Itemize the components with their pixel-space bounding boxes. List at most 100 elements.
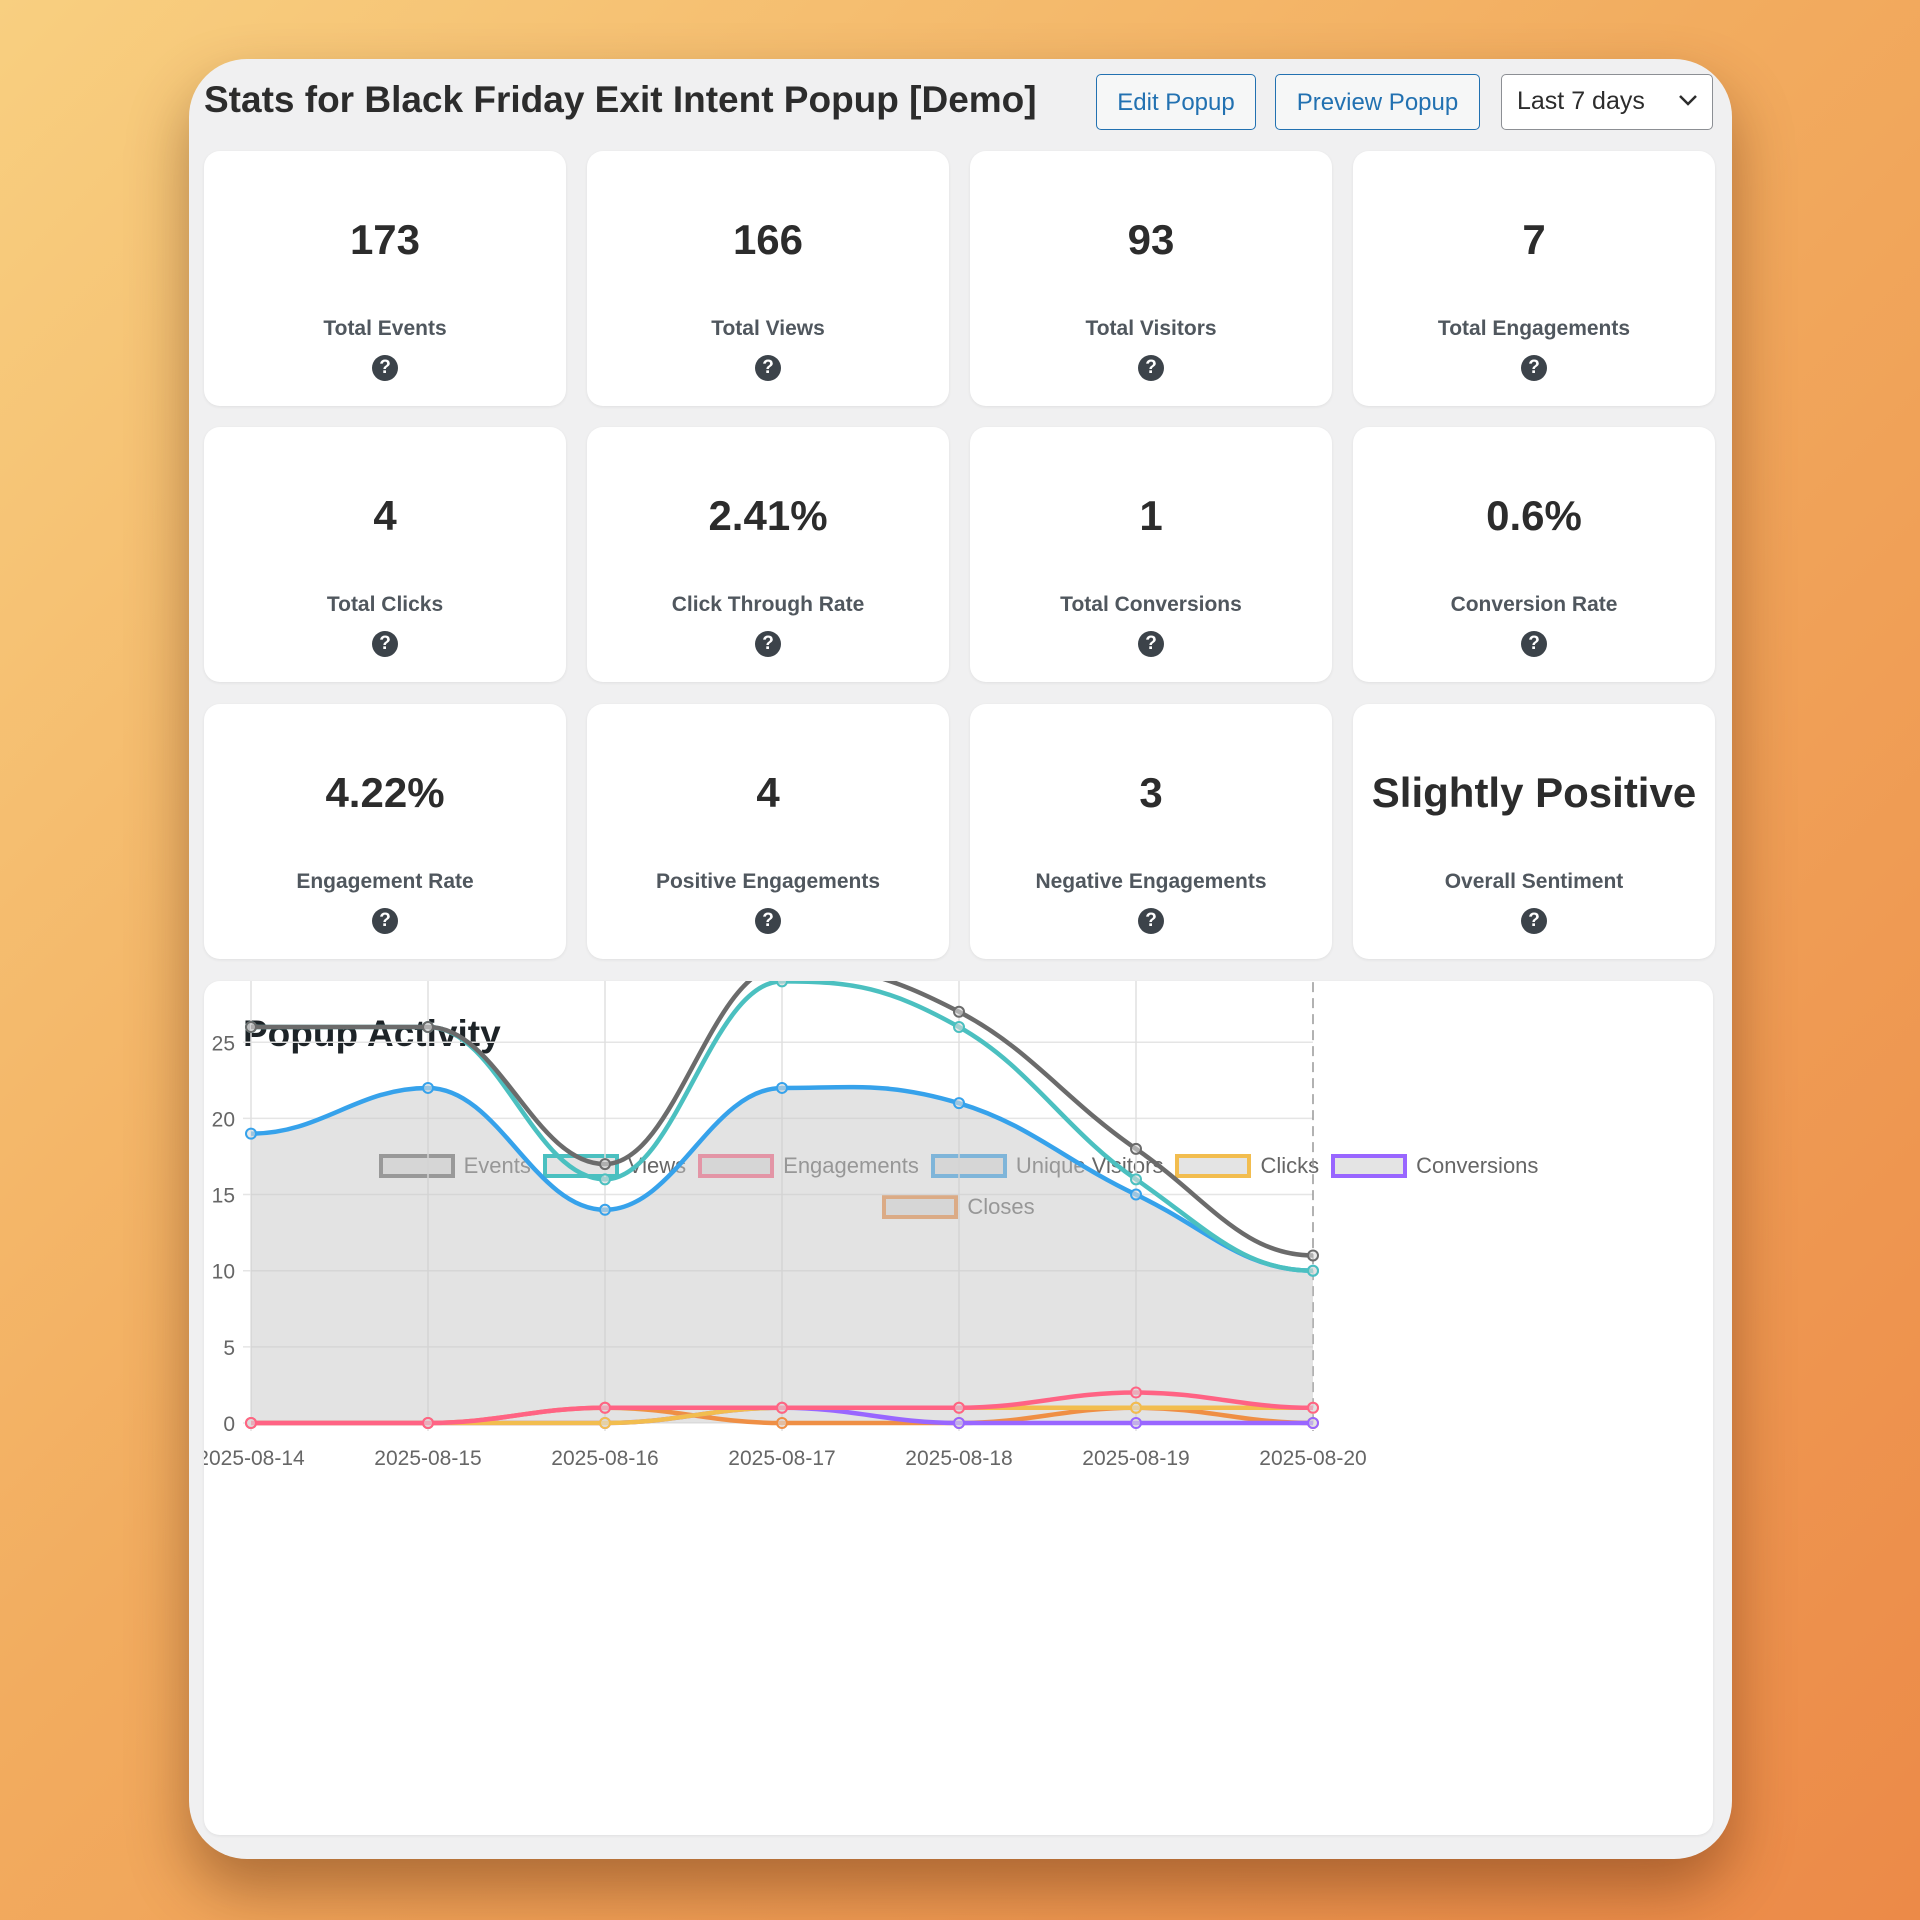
data-point[interactable]	[1130, 1142, 1142, 1155]
data-point[interactable]	[953, 1417, 965, 1429]
stats-window: Stats for Black Friday Exit Intent Popup…	[189, 59, 1732, 1859]
y-tick-label: 25	[212, 1032, 235, 1055]
data-point[interactable]	[422, 1417, 434, 1429]
y-tick-label: 20	[212, 1108, 235, 1131]
date-range-value: Last 7 days	[1517, 87, 1645, 115]
popup-activity-chart-card: Popup Activity EventsViewsEngagementsUni…	[204, 981, 1713, 1835]
stat-label: Negative Engagements	[1035, 870, 1267, 893]
help-question-icon[interactable]: ?	[755, 631, 781, 657]
help-question-icon[interactable]: ?	[1521, 355, 1547, 381]
stat-card-total-clicks: 4 Total Clicks?	[204, 427, 566, 682]
help-question-icon[interactable]: ?	[1138, 631, 1164, 657]
stat-card-click-through-rate: 2.41% Click Through Rate?	[587, 427, 949, 682]
chevron-down-icon	[1679, 95, 1697, 106]
stat-value: Slightly Positive	[1371, 769, 1697, 816]
stat-value: 93	[1127, 216, 1175, 263]
x-tick-label: 2025-08-17	[728, 1447, 835, 1470]
stat-label: Total Conversions	[1060, 593, 1242, 616]
data-point[interactable]	[245, 1417, 257, 1429]
data-point[interactable]	[245, 1021, 257, 1034]
help-question-icon[interactable]: ?	[755, 355, 781, 381]
stat-value: 4.22%	[325, 769, 445, 816]
legend-label: Conversions	[1416, 1153, 1539, 1178]
data-point[interactable]	[953, 1005, 965, 1018]
data-point[interactable]	[776, 981, 788, 988]
help-question-icon[interactable]: ?	[1521, 908, 1547, 934]
legend-item-clicks[interactable]: Clicks	[1175, 1153, 1319, 1179]
x-tick-label: 2025-08-16	[551, 1447, 658, 1470]
stat-label: Overall Sentiment	[1444, 870, 1624, 893]
page-header: Stats for Black Friday Exit Intent Popup…	[189, 59, 1732, 149]
data-point[interactable]	[1130, 1173, 1142, 1186]
preview-popup-button[interactable]: Preview Popup	[1275, 74, 1480, 130]
stat-label: Total Events	[323, 317, 447, 340]
stat-card-engagement-rate: 4.22% Engagement Rate?	[204, 704, 566, 959]
date-range-select[interactable]: Last 7 days	[1501, 74, 1713, 130]
x-tick-label: 2025-08-19	[1082, 1447, 1189, 1470]
help-question-icon[interactable]: ?	[372, 908, 398, 934]
stat-value: 4	[756, 769, 780, 816]
stat-card-overall-sentiment: Slightly Positive Overall Sentiment?	[1353, 704, 1715, 959]
help-question-icon[interactable]: ?	[372, 355, 398, 381]
help-question-icon[interactable]: ?	[1521, 631, 1547, 657]
data-point[interactable]	[599, 1203, 611, 1216]
data-point[interactable]	[953, 1021, 965, 1034]
data-point[interactable]	[599, 1173, 611, 1186]
x-tick-label: 2025-08-15	[374, 1447, 481, 1470]
stat-value: 3	[1139, 769, 1163, 816]
help-question-icon[interactable]: ?	[755, 908, 781, 934]
data-point[interactable]	[245, 1127, 257, 1140]
x-tick-label: 2025-08-20	[1259, 1447, 1366, 1470]
stat-value: 1	[1139, 492, 1163, 539]
data-point[interactable]	[1307, 1264, 1319, 1277]
data-point[interactable]	[422, 1021, 434, 1034]
data-point[interactable]	[1130, 1401, 1142, 1414]
data-point[interactable]	[1130, 1188, 1142, 1201]
stat-label: Engagement Rate	[296, 870, 474, 893]
stat-card-total-events: 173 Total Events?	[204, 151, 566, 406]
stat-card-total-conversions: 1 Total Conversions?	[970, 427, 1332, 682]
data-point[interactable]	[599, 1401, 611, 1414]
data-point[interactable]	[776, 1081, 788, 1094]
stat-card-negative-engagements: 3 Negative Engagements?	[970, 704, 1332, 959]
legend-item-conversions[interactable]: Conversions	[1331, 1153, 1538, 1179]
stat-value: 2.41%	[708, 492, 828, 539]
stat-value: 173	[349, 216, 421, 263]
stat-card-total-engagements: 7 Total Engagements?	[1353, 151, 1715, 406]
line-chart: 0510152025302025-08-142025-08-152025-08-…	[204, 981, 1367, 1470]
stat-label: Positive Engagements	[655, 870, 881, 893]
stat-label: Total Engagements	[1437, 317, 1631, 340]
stat-label: Conversion Rate	[1450, 593, 1618, 616]
x-tick-label: 2025-08-14	[204, 1447, 305, 1470]
y-tick-label: 10	[212, 1261, 235, 1284]
legend-swatch	[1331, 1154, 1408, 1178]
help-question-icon[interactable]: ?	[372, 631, 398, 657]
stat-value: 166	[732, 216, 804, 263]
y-tick-label: 5	[223, 1337, 235, 1360]
data-point[interactable]	[599, 1158, 611, 1171]
data-point[interactable]	[776, 1401, 788, 1414]
page-title: Stats for Black Friday Exit Intent Popup…	[204, 79, 1037, 120]
data-point[interactable]	[599, 1417, 611, 1429]
edit-popup-button[interactable]: Edit Popup	[1096, 74, 1256, 130]
x-tick-label: 2025-08-18	[905, 1447, 1012, 1470]
stat-label: Total Visitors	[1085, 317, 1217, 340]
stat-card-conversion-rate: 0.6% Conversion Rate?	[1353, 427, 1715, 682]
data-point[interactable]	[776, 1417, 788, 1429]
data-point[interactable]	[953, 1097, 965, 1110]
stat-value: 4	[373, 492, 397, 539]
data-point[interactable]	[1307, 1417, 1319, 1429]
help-question-icon[interactable]: ?	[1138, 908, 1164, 934]
data-point[interactable]	[422, 1081, 434, 1094]
help-question-icon[interactable]: ?	[1138, 355, 1164, 381]
legend-label: Clicks	[1260, 1153, 1320, 1178]
stat-value: 0.6%	[1486, 492, 1582, 539]
data-point[interactable]	[1130, 1386, 1142, 1399]
data-point[interactable]	[953, 1401, 965, 1414]
y-tick-label: 15	[212, 1185, 235, 1208]
data-point[interactable]	[1130, 1417, 1142, 1429]
data-point[interactable]	[1307, 1249, 1319, 1262]
data-point[interactable]	[1307, 1401, 1319, 1414]
stat-card-total-views: 166 Total Views?	[587, 151, 949, 406]
stat-card-total-visitors: 93 Total Visitors?	[970, 151, 1332, 406]
